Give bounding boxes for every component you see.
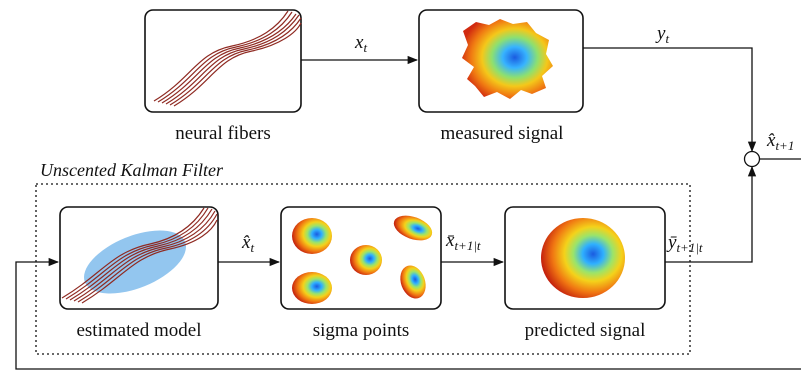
sigma-point-1-icon xyxy=(292,218,332,254)
edge-predicted-to-sum xyxy=(665,165,757,263)
measured-signal-blob-icon xyxy=(462,19,553,99)
label-ybar-pred: ȳt+1|t xyxy=(666,232,703,255)
summing-junction xyxy=(743,150,761,168)
label-xhat-t: x̂t xyxy=(241,232,254,255)
estimate-ellipse-icon xyxy=(83,230,187,294)
measured-signal-block xyxy=(418,9,584,113)
ukf-title: Unscented Kalman Filter xyxy=(40,160,224,180)
sigma-point-2-icon xyxy=(393,215,433,241)
sigma-point-5-icon xyxy=(400,265,426,299)
estimated-model-block xyxy=(59,206,219,310)
predicted-signal-label: predicted signal xyxy=(525,320,646,341)
neural-fibers-label: neural fibers xyxy=(175,123,270,144)
label-x-t: xt xyxy=(354,32,367,55)
ukf-region xyxy=(35,183,691,355)
label-y-t: yt xyxy=(655,23,669,46)
estimated-fiber-bundle-icon xyxy=(61,207,218,304)
edge-feedback-loop xyxy=(15,257,801,370)
sigma-points-label: sigma points xyxy=(313,320,410,341)
edge-measured-to-sum xyxy=(583,47,757,153)
sigma-point-3-icon xyxy=(350,245,382,275)
estimated-model-label: estimated model xyxy=(76,320,201,341)
predicted-signal-blob-icon xyxy=(541,218,625,298)
sigma-point-4-icon xyxy=(292,272,332,304)
predicted-signal-block xyxy=(504,206,666,310)
label-xhat-next: x̂t+1 xyxy=(766,130,794,153)
fiber-bundle-icon xyxy=(153,10,302,107)
sigma-points-block xyxy=(280,206,442,310)
measured-signal-label: measured signal xyxy=(441,123,564,144)
label-xbar-pred: x̄t+1|t xyxy=(445,230,481,253)
neural-fibers-block xyxy=(144,9,302,113)
